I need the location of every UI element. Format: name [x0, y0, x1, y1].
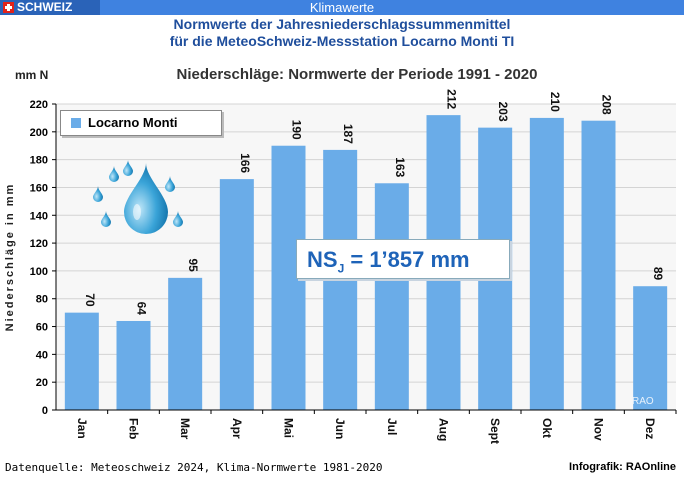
watermark: RAO [632, 396, 654, 407]
bar-chart: 70 64 95 166 190 187 163 212 203 210 208 89 0 20 40 60… [4, 89, 677, 444]
section-title: Klimawerte [309, 0, 375, 15]
y-tick-label: 20 [36, 377, 48, 389]
bar-dez [633, 286, 668, 410]
y-tick-label: 80 [36, 294, 48, 306]
x-tick-label: Jul [385, 418, 399, 435]
bar-jun [323, 149, 358, 410]
bar-okt [529, 117, 564, 410]
y-tick-label: 40 [36, 349, 48, 361]
x-tick-label: Feb [127, 418, 141, 439]
data-label: 70 [83, 293, 97, 307]
bar-jan [64, 312, 99, 410]
y-tick-label: 100 [30, 266, 48, 278]
annual-total-box: NSJ = 1’857 mm [296, 239, 510, 279]
data-label: 210 [548, 92, 562, 112]
data-label: 212 [445, 89, 459, 109]
data-label: 187 [341, 124, 355, 144]
ns-prefix: NS [307, 247, 338, 272]
credit: Infografik: RAOnline [569, 461, 676, 473]
swiss-flag-icon [3, 2, 14, 13]
y-tick-label: 60 [36, 322, 48, 334]
y-axis-label: Niederschläge in mm [4, 183, 16, 332]
y-tick-label: 120 [30, 238, 48, 250]
x-tick-label: Jan [75, 418, 89, 439]
raindrops-icon [93, 160, 183, 234]
bar-jul [374, 183, 409, 410]
legend-swatch [71, 118, 81, 128]
data-label: 190 [290, 120, 304, 140]
brand-label: SCHWEIZ [17, 0, 73, 14]
y-tick-label: 200 [30, 127, 48, 139]
bar-feb [116, 320, 151, 410]
data-source: Datenquelle: Meteoschweiz 2024, Klima-No… [5, 461, 383, 474]
x-tick-label: Mai [282, 418, 296, 438]
x-tick-label: Okt [540, 418, 554, 438]
x-tick-label: Apr [230, 418, 244, 439]
data-label: 163 [393, 157, 407, 177]
data-label: 95 [186, 259, 200, 273]
x-tick-label: Mar [178, 418, 192, 440]
x-tick-label: Aug [437, 418, 451, 441]
y-tick-label: 220 [30, 99, 48, 111]
bar-nov [581, 120, 616, 410]
data-label: 166 [238, 153, 252, 173]
x-tick-label: Nov [592, 418, 606, 441]
legend: Locarno Monti [60, 110, 222, 136]
unit-label: mm N [15, 68, 49, 82]
y-tick-label: 160 [30, 182, 48, 194]
page-title-line1: Normwerte der Jahresniederschlagssummenm… [173, 16, 511, 32]
chart-title: Niederschläge: Normwerte der Periode 199… [176, 66, 538, 83]
x-tick-label: Dez [643, 418, 657, 439]
legend-label: Locarno Monti [88, 115, 178, 130]
x-tick-label: Sept [488, 418, 502, 444]
data-label: 89 [651, 267, 665, 281]
y-tick-label: 180 [30, 155, 48, 167]
ns-value: = 1’857 mm [344, 247, 470, 272]
page-title-line2: für die MeteoSchweiz-Messstation Locarno… [169, 33, 515, 49]
top-bar [0, 0, 684, 15]
data-label: 208 [600, 95, 614, 115]
brand-badge[interactable]: SCHWEIZ [0, 0, 100, 15]
y-tick-label: 140 [30, 210, 48, 222]
bar-mar [168, 277, 203, 410]
data-label: 64 [135, 302, 149, 316]
ns-subscript: J [337, 261, 345, 276]
data-label: 203 [496, 102, 510, 122]
y-tick-label: 0 [42, 405, 48, 417]
bar-apr [219, 179, 254, 410]
x-tick-label: Jun [333, 418, 347, 439]
